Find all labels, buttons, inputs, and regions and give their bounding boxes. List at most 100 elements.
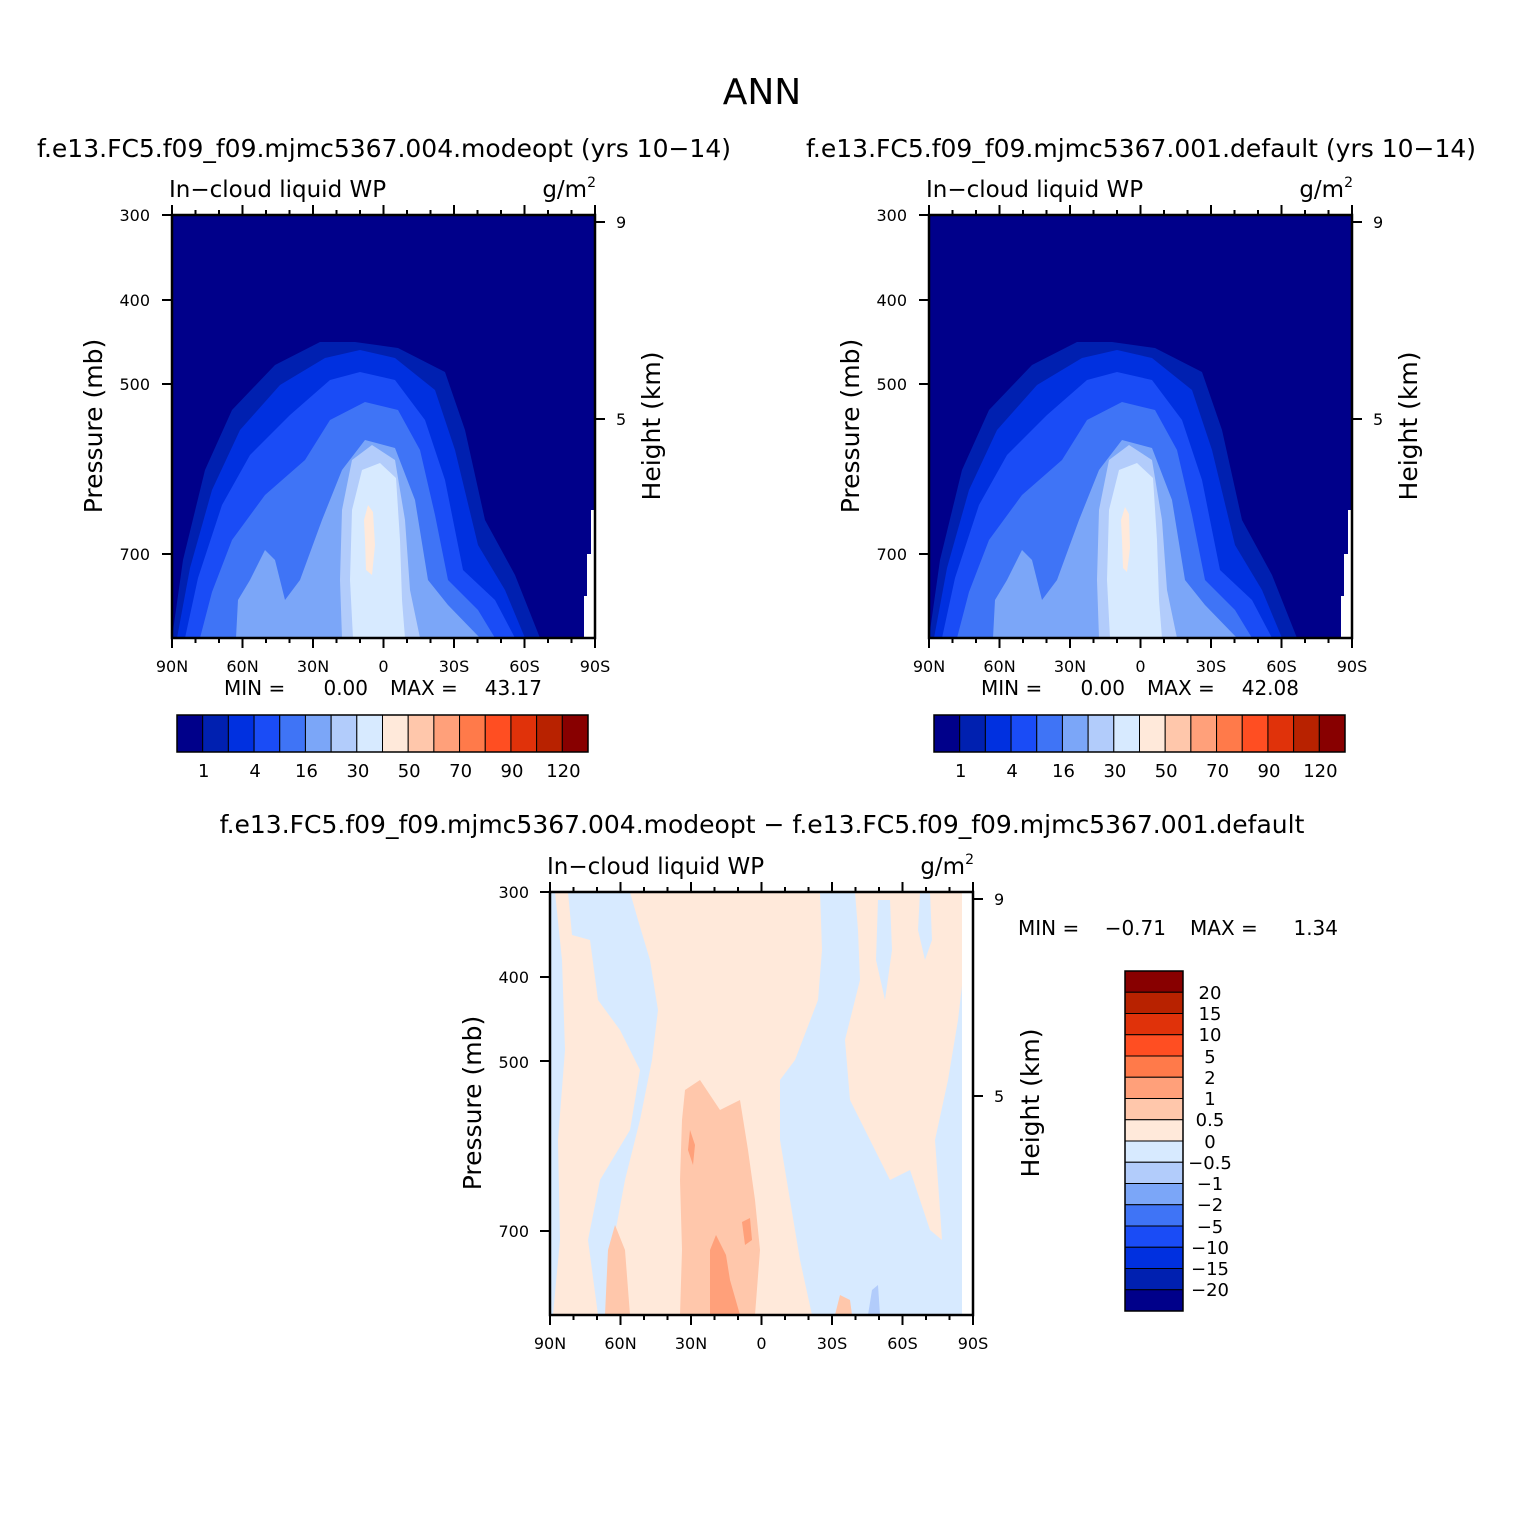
colorbar <box>176 714 589 753</box>
min-max-readout: MIN = 0.00 MAX = 43.17 <box>224 676 542 700</box>
x-tick-labels: 90N 60N 30N 0 30S 60S 90S <box>156 657 610 676</box>
colorbar-swatch <box>279 714 306 753</box>
x-tick-label: 0 <box>756 1334 766 1353</box>
level-8 <box>350 463 405 638</box>
max-label: MAX = <box>1190 916 1258 940</box>
colorbar-swatch <box>510 714 538 753</box>
colorbar-label: 70 <box>1206 761 1229 782</box>
colorbar-swatch <box>1124 991 1184 1014</box>
colorbar-label: 120 <box>1303 761 1337 782</box>
variable-label: In−cloud liquid WP <box>547 854 764 880</box>
x-tick-label: 30N <box>1054 657 1086 676</box>
panel-default: f.e13.FC5.f09_f09.mjmc5367.001.default (… <box>806 134 1476 782</box>
y-tick-label: 500 <box>119 375 150 394</box>
variable-label: In−cloud liquid WP <box>169 177 386 203</box>
colorbar-swatch <box>176 714 204 753</box>
y-tick-label-right: 5 <box>616 410 626 429</box>
colorbar <box>1124 970 1184 1312</box>
colorbar-frame <box>933 714 1346 753</box>
colorbar-label: 30 <box>1103 761 1126 782</box>
x-tick-labels: 90N 60N 30N 0 30S 60S 90S <box>534 1334 988 1353</box>
x-tick-label: 60N <box>604 1334 636 1353</box>
colorbar-swatch <box>1124 1225 1184 1248</box>
y-tick-label: 300 <box>876 206 907 225</box>
colorbar-swatch <box>356 714 383 753</box>
min-value: 0.00 <box>1080 676 1125 700</box>
colorbar-label: 15 <box>1199 1004 1222 1025</box>
level-0p5 <box>835 1295 852 1315</box>
colorbar-swatch <box>484 714 512 753</box>
y-tick-label: 300 <box>119 206 150 225</box>
colorbar-label: −10 <box>1191 1238 1229 1259</box>
y-tick-label: 700 <box>498 1222 529 1241</box>
colorbar-label: 120 <box>546 761 580 782</box>
y-tick-label: 500 <box>498 1053 529 1072</box>
page-title: ANN <box>723 72 802 113</box>
colorbar-frame <box>1124 970 1184 1312</box>
units-label: g/m2 <box>920 852 974 880</box>
colorbar-swatch <box>1124 1098 1184 1121</box>
colorbar-label: 10 <box>1199 1025 1222 1046</box>
colorbar-label: 4 <box>249 761 260 782</box>
y-axis-label-left: Pressure (mb) <box>458 1016 487 1190</box>
y-tick-label: 500 <box>876 375 907 394</box>
colorbar-swatch <box>984 714 1012 753</box>
level-1 <box>742 1218 752 1245</box>
max-value: 43.17 <box>485 676 542 700</box>
max-label: MAX = <box>390 676 458 700</box>
x-tick-label: 60S <box>1266 657 1297 676</box>
colorbar-swatch <box>433 714 461 753</box>
colorbar-swatch <box>1124 1140 1184 1163</box>
panel-title: f.e13.FC5.f09_f09.mjmc5367.001.default (… <box>806 134 1476 163</box>
x-tick-label: 90S <box>958 1334 989 1353</box>
colorbar-label: 20 <box>1199 983 1222 1004</box>
colorbar-swatch <box>1267 714 1295 753</box>
colorbar-swatch <box>1190 714 1218 753</box>
colorbar-swatch <box>1124 1289 1184 1312</box>
colorbar-label: 4 <box>1006 761 1017 782</box>
missing-data-notch <box>584 510 591 554</box>
colorbar-label: −15 <box>1191 1259 1229 1280</box>
colorbar-swatch <box>1036 714 1063 753</box>
y-axis-label-left: Pressure (mb) <box>79 339 108 513</box>
level-1 <box>688 1130 695 1165</box>
y-tick-labels: 300 400 500 700 9 5 <box>498 883 1004 1241</box>
y-tick-label: 400 <box>119 291 150 310</box>
colorbar-swatch <box>1124 1161 1184 1184</box>
level-1 <box>710 1235 740 1315</box>
missing-data-notch <box>1341 554 1344 596</box>
colorbar-label: 1 <box>1204 1089 1215 1110</box>
max-label: MAX = <box>1147 676 1215 700</box>
colorbar-labels: 1 4 16 30 50 70 90 120 <box>198 761 581 782</box>
colorbar-swatch <box>304 714 332 753</box>
y-tick-label-right: 9 <box>994 890 1004 909</box>
colorbar-label: −0.5 <box>1188 1153 1232 1174</box>
level-9 <box>364 505 375 575</box>
y-tick-label: 300 <box>498 883 529 902</box>
colorbar-swatch <box>1061 714 1089 753</box>
colorbar-label: −5 <box>1197 1217 1224 1238</box>
min-max-readout: MIN = −0.71 MAX = 1.34 <box>1018 916 1338 940</box>
colorbar-label: 50 <box>1155 761 1178 782</box>
y-tick-label-right: 5 <box>994 1087 1004 1106</box>
colorbar <box>933 714 1346 753</box>
colorbar-swatch <box>1124 1119 1184 1142</box>
colorbar-swatch <box>1293 714 1320 753</box>
x-tick-label: 90S <box>580 657 611 676</box>
colorbar-swatch <box>407 714 435 753</box>
min-label: MIN = <box>981 676 1042 700</box>
level-0p5 <box>680 1080 760 1315</box>
panel-title: f.e13.FC5.f09_f09.mjmc5367.004.modeopt −… <box>220 810 1305 839</box>
colorbar-swatch <box>202 714 229 753</box>
x-tick-label: 90N <box>156 657 188 676</box>
colorbar-swatch <box>1124 1268 1184 1291</box>
missing-data <box>1341 510 1352 638</box>
x-tick-label: 30S <box>439 657 470 676</box>
colorbar-label: 16 <box>1052 761 1075 782</box>
level-pos <box>845 892 965 1240</box>
y-tick-label: 400 <box>876 291 907 310</box>
colorbar-label: −1 <box>1197 1174 1224 1195</box>
colorbar-label: 16 <box>295 761 318 782</box>
units-label: g/m2 <box>1299 175 1353 203</box>
x-tick-labels: 90N 60N 30N 0 30S 60S 90S <box>913 657 1367 676</box>
